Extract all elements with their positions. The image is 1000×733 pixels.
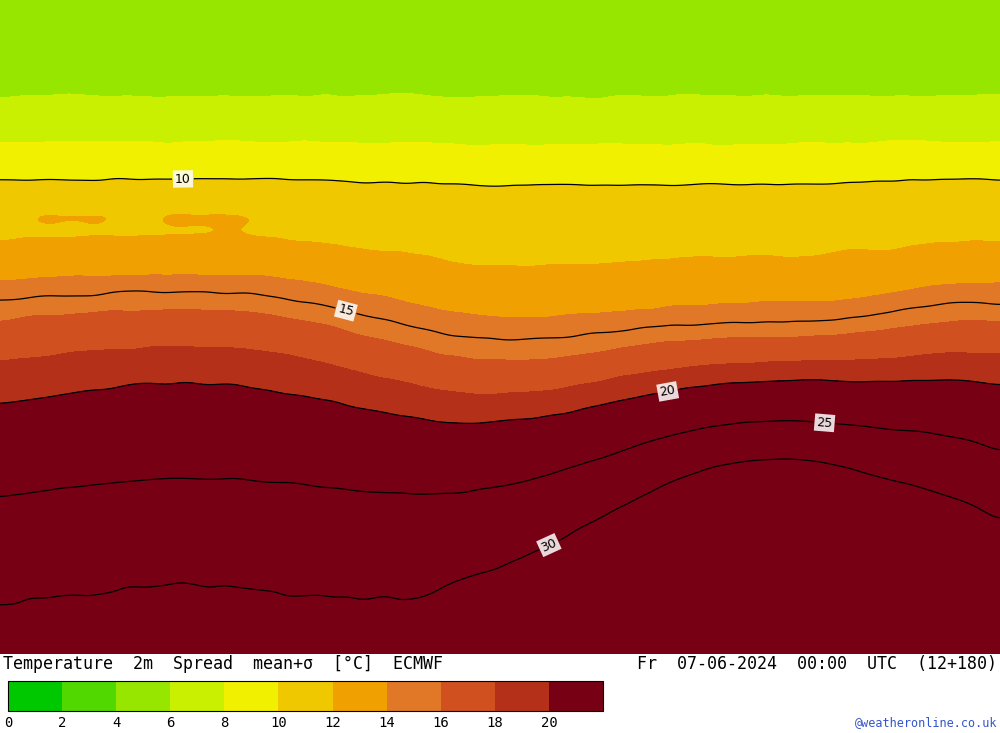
Text: 12: 12 xyxy=(324,715,341,729)
Text: 20: 20 xyxy=(659,383,677,399)
Text: 25: 25 xyxy=(816,416,833,430)
Bar xyxy=(62,681,116,711)
Text: 6: 6 xyxy=(166,715,174,729)
Text: 18: 18 xyxy=(486,715,503,729)
Bar xyxy=(495,681,549,711)
Text: 15: 15 xyxy=(337,302,355,319)
Bar xyxy=(8,681,62,711)
Text: 30: 30 xyxy=(539,536,559,554)
Text: Temperature  2m  Spread  mean+σ  [°C]  ECMWF: Temperature 2m Spread mean+σ [°C] ECMWF xyxy=(3,655,443,674)
Text: 8: 8 xyxy=(220,715,229,729)
Bar xyxy=(278,681,333,711)
Bar xyxy=(224,681,278,711)
Bar xyxy=(549,681,603,711)
Text: 16: 16 xyxy=(432,715,449,729)
Bar xyxy=(387,681,441,711)
Text: 10: 10 xyxy=(270,715,287,729)
Text: 4: 4 xyxy=(112,715,120,729)
Text: Fr  07-06-2024  00:00  UTC  (12+180): Fr 07-06-2024 00:00 UTC (12+180) xyxy=(637,655,997,674)
Text: 2: 2 xyxy=(58,715,66,729)
Bar xyxy=(333,681,387,711)
Text: 10: 10 xyxy=(175,172,191,185)
Bar xyxy=(441,681,495,711)
Text: 0: 0 xyxy=(4,715,12,729)
Bar xyxy=(8,681,603,711)
Text: @weatheronline.co.uk: @weatheronline.co.uk xyxy=(854,716,997,729)
Text: 14: 14 xyxy=(378,715,395,729)
Bar xyxy=(170,681,224,711)
Bar xyxy=(116,681,170,711)
Text: 20: 20 xyxy=(541,715,557,729)
